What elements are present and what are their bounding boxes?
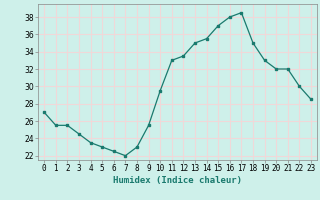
X-axis label: Humidex (Indice chaleur): Humidex (Indice chaleur)	[113, 176, 242, 185]
